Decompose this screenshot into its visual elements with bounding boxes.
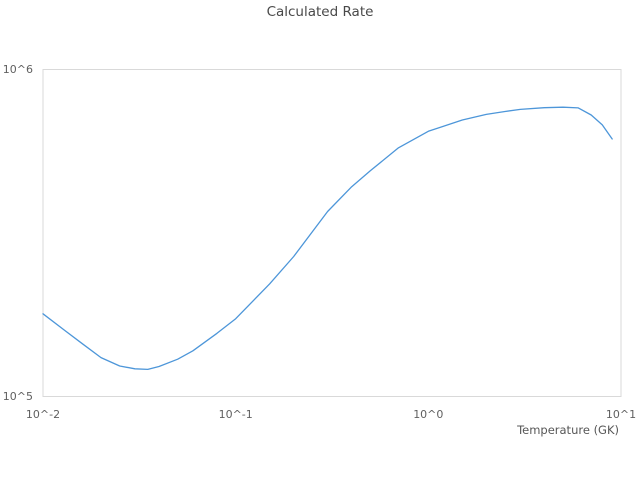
chart-title: Calculated Rate	[267, 4, 374, 20]
y-tick-label: 10^5	[3, 390, 33, 403]
rate-curve	[42, 106, 613, 371]
x-tick-label: 10^1	[606, 408, 636, 421]
x-tick-label: 10^0	[413, 408, 443, 421]
x-tick-label: 10^-2	[26, 408, 60, 421]
plot-border	[42, 69, 622, 397]
y-tick-label: 10^6	[3, 63, 33, 76]
x-tick-label: 10^-1	[219, 408, 253, 421]
x-axis-title: Temperature (GK)	[516, 423, 619, 437]
